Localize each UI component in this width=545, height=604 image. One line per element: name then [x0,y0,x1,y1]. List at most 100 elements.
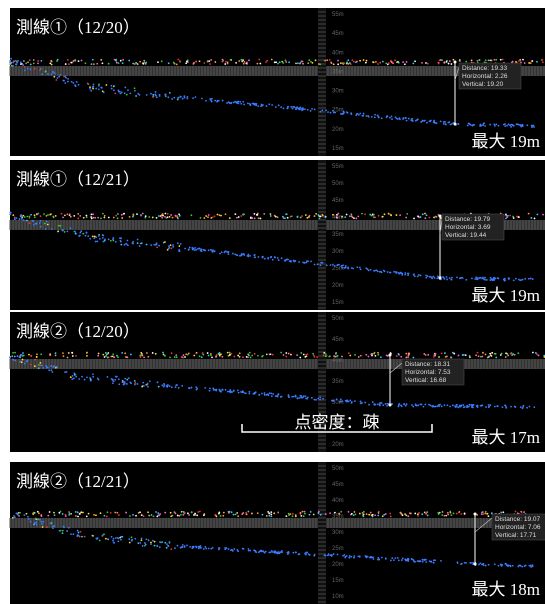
point [175,386,177,388]
point [450,514,452,516]
point [446,61,448,63]
point [33,512,35,514]
point [522,59,524,61]
point [223,251,225,253]
point [207,216,209,218]
point [281,551,283,553]
point [77,516,79,518]
point [92,59,94,61]
point [389,272,391,274]
point [224,63,226,65]
point [242,59,244,61]
point [53,512,55,514]
point [323,352,325,354]
point [159,94,161,96]
point [140,355,142,357]
point [72,355,74,357]
point [142,355,144,357]
point [491,352,493,354]
scale-label: 45m [332,482,344,488]
point [287,259,289,261]
point [428,217,430,219]
point [242,548,244,550]
point [218,511,220,513]
point [411,118,413,120]
measure-text: Vertical: 16.68 [405,377,447,384]
point [22,352,24,354]
point [243,61,245,63]
point [320,514,322,516]
point [315,213,317,215]
point [202,354,204,356]
point [331,554,333,556]
point [462,277,464,279]
point [266,105,268,107]
point [372,401,374,403]
point [105,84,107,86]
point [188,514,190,516]
point [523,405,525,407]
point [92,376,94,378]
point [247,356,249,358]
point [473,124,475,126]
point [16,217,18,219]
point [128,538,130,540]
point [210,59,212,61]
point [26,513,28,515]
point [177,515,179,517]
point [33,62,35,64]
point [200,217,202,219]
point [251,355,253,357]
point [417,216,419,218]
point [497,405,499,407]
point [47,515,49,517]
point [438,404,440,406]
point [248,548,250,550]
point [208,548,210,550]
point [75,515,77,517]
point [330,264,332,266]
point [434,277,436,279]
point [185,353,187,355]
point [45,215,47,217]
point [333,553,335,555]
point [191,512,193,514]
point [254,103,256,105]
point [444,515,446,517]
point [274,61,276,63]
point [336,398,338,400]
point [142,545,144,547]
point [250,357,252,359]
point [475,276,477,278]
point [307,62,309,64]
point [354,511,356,513]
point [24,66,26,68]
point [58,76,60,78]
point [359,555,361,557]
point [84,379,86,381]
point [300,515,302,517]
point [532,352,534,354]
point [407,356,409,358]
scale-label: 50m [332,316,344,322]
point [186,61,188,63]
point [314,264,316,266]
point [323,354,325,356]
point [34,216,36,218]
point [299,357,301,359]
point [248,393,250,395]
point [81,376,83,378]
point [124,92,126,94]
point [57,77,59,79]
point [377,557,379,559]
point [12,352,14,354]
point [332,110,334,112]
point [258,59,260,61]
measure-text: Vertical: 17.71 [495,532,537,539]
point [108,63,110,65]
point [177,59,179,61]
point [90,213,92,215]
point [418,274,420,276]
measure-text: Vertical: 19.20 [462,81,504,88]
point [480,277,482,279]
